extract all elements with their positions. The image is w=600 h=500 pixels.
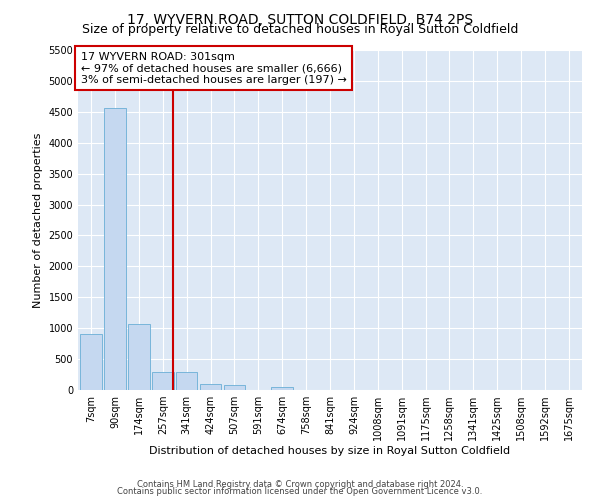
Bar	[176, 372, 197, 390]
Bar	[80, 334, 102, 390]
X-axis label: Distribution of detached houses by size in Royal Sutton Coldfield: Distribution of detached houses by size …	[149, 446, 511, 456]
Text: Contains public sector information licensed under the Open Government Licence v3: Contains public sector information licen…	[118, 487, 482, 496]
Text: 17 WYVERN ROAD: 301sqm
← 97% of detached houses are smaller (6,666)
3% of semi-d: 17 WYVERN ROAD: 301sqm ← 97% of detached…	[80, 52, 346, 85]
Bar	[128, 324, 149, 390]
Bar	[152, 372, 173, 390]
Bar	[224, 385, 245, 390]
Text: Contains HM Land Registry data © Crown copyright and database right 2024.: Contains HM Land Registry data © Crown c…	[137, 480, 463, 489]
Text: 17, WYVERN ROAD, SUTTON COLDFIELD, B74 2PS: 17, WYVERN ROAD, SUTTON COLDFIELD, B74 2…	[127, 12, 473, 26]
Bar	[104, 108, 126, 390]
Text: Size of property relative to detached houses in Royal Sutton Coldfield: Size of property relative to detached ho…	[82, 22, 518, 36]
Y-axis label: Number of detached properties: Number of detached properties	[33, 132, 43, 308]
Bar	[271, 386, 293, 390]
Bar	[200, 384, 221, 390]
